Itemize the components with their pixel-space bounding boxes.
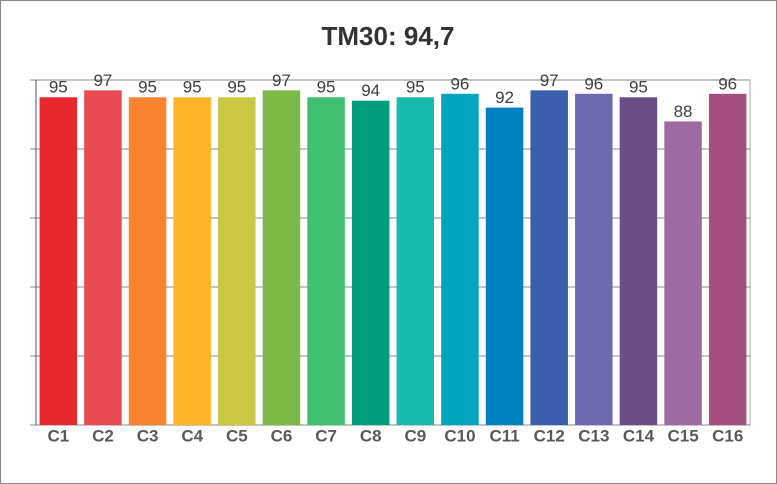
x-tick-label: C10 [444, 426, 475, 445]
bar [396, 97, 435, 425]
x-tick-label: C7 [315, 426, 337, 445]
value-label: 96 [450, 74, 469, 93]
value-label: 95 [227, 78, 246, 97]
x-tick-label: C1 [47, 426, 69, 445]
bar [307, 97, 345, 425]
value-label: 95 [317, 78, 336, 97]
chart-title: TM30: 94,7 [322, 21, 455, 51]
bar [619, 97, 658, 425]
x-tick-label: C11 [489, 426, 519, 445]
bar [128, 97, 167, 425]
x-tick-label: C2 [92, 426, 114, 445]
x-tick-label: C13 [578, 426, 609, 445]
value-label: 95 [406, 78, 425, 97]
value-label: 95 [183, 78, 202, 97]
bar [39, 97, 78, 425]
x-tick-label: C3 [137, 426, 159, 445]
value-label: 92 [495, 88, 514, 107]
value-label: 95 [49, 78, 68, 97]
bar [218, 97, 256, 425]
x-tick-label: C4 [181, 426, 203, 445]
value-label: 95 [138, 78, 157, 97]
bar [262, 90, 301, 425]
x-tick-label: C8 [360, 426, 382, 445]
x-tick-label: C15 [667, 426, 698, 445]
value-label: 97 [272, 71, 291, 90]
x-tick-label: C9 [404, 426, 426, 445]
bar [664, 121, 702, 426]
value-label: 97 [93, 71, 112, 90]
bar [441, 93, 479, 426]
value-label: 95 [629, 78, 648, 97]
bar [84, 90, 122, 425]
value-label: 96 [718, 74, 737, 93]
bar [575, 93, 613, 426]
value-label: 96 [584, 74, 603, 93]
bar [351, 100, 390, 425]
bar [173, 97, 211, 425]
bar [530, 90, 568, 425]
x-tick-label: C16 [712, 426, 743, 445]
value-label: 97 [540, 71, 559, 90]
bar [708, 93, 747, 426]
x-tick-label: C6 [271, 426, 293, 445]
bar [485, 107, 524, 425]
value-label: 88 [674, 102, 693, 121]
x-tick-label: C12 [534, 426, 565, 445]
x-tick-label: C14 [623, 426, 655, 445]
value-label: 94 [361, 81, 380, 100]
x-tick-label: C5 [226, 426, 248, 445]
